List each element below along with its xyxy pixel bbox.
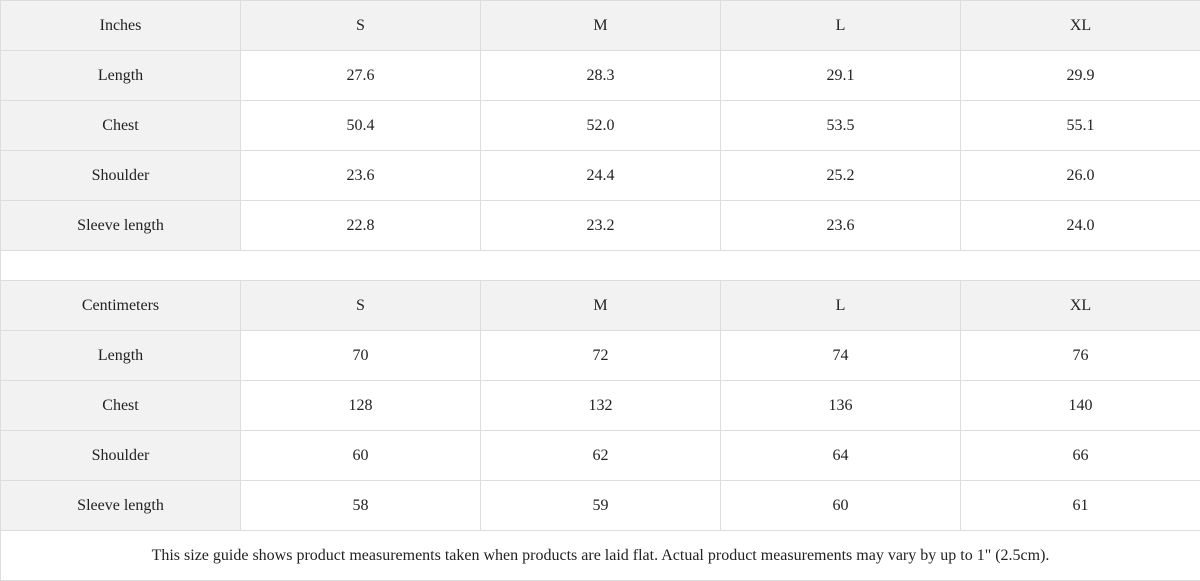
measurement-value: 132 — [481, 381, 721, 431]
measurement-value: 74 — [721, 331, 961, 381]
size-header: XL — [961, 281, 1200, 331]
measurement-value: 25.2 — [721, 151, 961, 201]
measurement-value: 58 — [241, 481, 481, 531]
measurement-label: Length — [1, 51, 241, 101]
measurement-value: 70 — [241, 331, 481, 381]
measurement-value: 23.2 — [481, 201, 721, 251]
measurement-label: Shoulder — [1, 431, 241, 481]
measurement-value: 61 — [961, 481, 1200, 531]
size-header: S — [241, 281, 481, 331]
spacer — [1, 251, 1200, 281]
measurement-value: 29.1 — [721, 51, 961, 101]
measurement-value: 50.4 — [241, 101, 481, 151]
measurement-label: Chest — [1, 381, 241, 431]
spacer-row — [1, 251, 1200, 281]
unit-label: Centimeters — [1, 281, 241, 331]
measurement-value: 55.1 — [961, 101, 1200, 151]
measurement-value: 28.3 — [481, 51, 721, 101]
measurement-value: 136 — [721, 381, 961, 431]
measurement-value: 24.4 — [481, 151, 721, 201]
note-row: This size guide shows product measuremen… — [1, 531, 1200, 581]
size-guide-note: This size guide shows product measuremen… — [1, 531, 1200, 581]
measurement-label: Sleeve length — [1, 481, 241, 531]
measurement-value: 59 — [481, 481, 721, 531]
size-header: L — [721, 1, 961, 51]
unit-label: Inches — [1, 1, 241, 51]
measurement-value: 29.9 — [961, 51, 1200, 101]
size-header: L — [721, 281, 961, 331]
size-header: M — [481, 1, 721, 51]
measurement-label: Chest — [1, 101, 241, 151]
measurement-value: 66 — [961, 431, 1200, 481]
measurement-value: 52.0 — [481, 101, 721, 151]
measurement-label: Shoulder — [1, 151, 241, 201]
measurement-value: 60 — [241, 431, 481, 481]
measurement-value: 24.0 — [961, 201, 1200, 251]
size-header: XL — [961, 1, 1200, 51]
measurement-value: 23.6 — [241, 151, 481, 201]
measurement-label: Length — [1, 331, 241, 381]
measurement-value: 26.0 — [961, 151, 1200, 201]
size-header: S — [241, 1, 481, 51]
measurement-value: 27.6 — [241, 51, 481, 101]
measurement-value: 140 — [961, 381, 1200, 431]
measurement-value: 64 — [721, 431, 961, 481]
measurement-value: 60 — [721, 481, 961, 531]
measurement-value: 53.5 — [721, 101, 961, 151]
measurement-label: Sleeve length — [1, 201, 241, 251]
measurement-value: 72 — [481, 331, 721, 381]
measurement-value: 76 — [961, 331, 1200, 381]
size-header: M — [481, 281, 721, 331]
measurement-value: 22.8 — [241, 201, 481, 251]
measurement-value: 23.6 — [721, 201, 961, 251]
measurement-value: 128 — [241, 381, 481, 431]
measurement-value: 62 — [481, 431, 721, 481]
